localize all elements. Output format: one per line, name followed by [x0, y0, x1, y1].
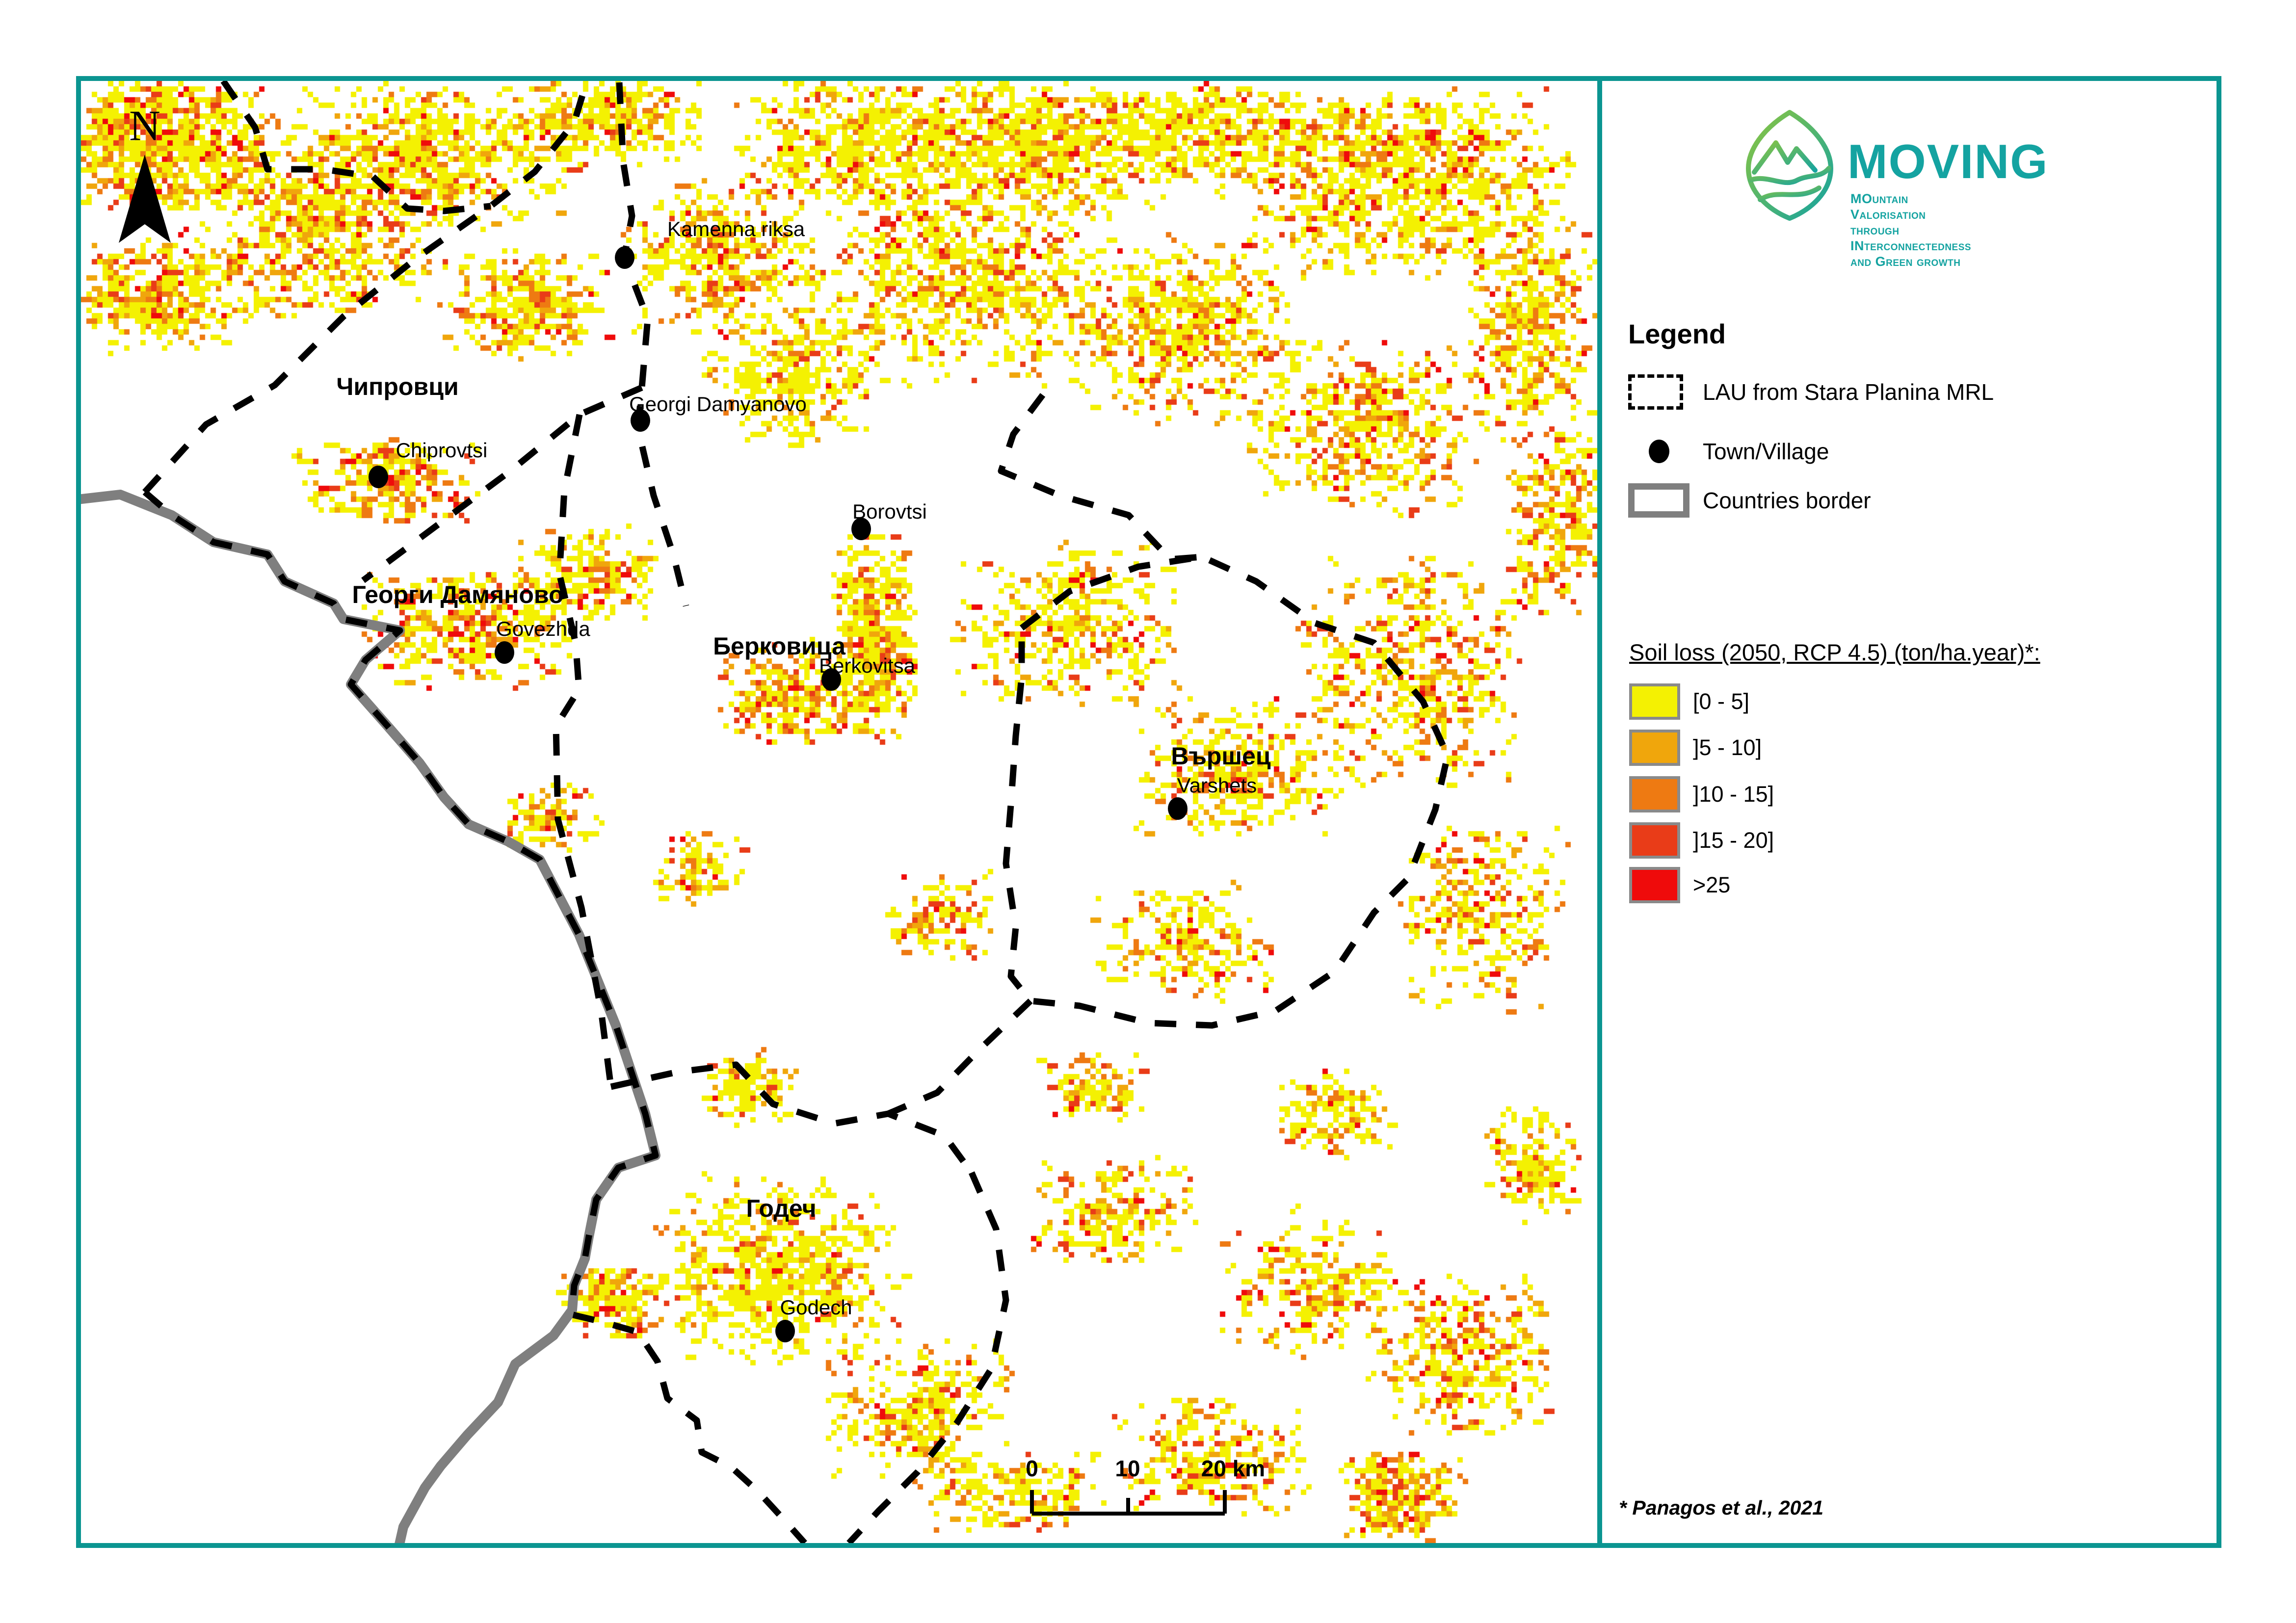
soil-class-row: ]5 - 10]: [1629, 730, 1762, 766]
soil-class-row: [0 - 5]: [1629, 683, 1749, 720]
moving-subtitle-line2: INterconnectedness and Green growth: [1850, 238, 1972, 269]
lau-border-northwest: [142, 81, 590, 495]
north-label: N: [129, 102, 160, 150]
source-footnote: * Panagos et al., 2021: [1619, 1496, 1824, 1519]
map-panel: N 0 10 20 km Чипровци Георги Дамяново Берк…: [76, 76, 1602, 1548]
lau-border-berkovitsa-varshets-link: [887, 998, 1033, 1117]
soil-label-15-20: ]15 - 20]: [1693, 828, 1774, 853]
town-label: Kamenna riksa: [667, 217, 805, 240]
info-panel: MOVING MOuntain Valorisation through INt…: [1597, 76, 2221, 1548]
soil-swatch-15-20: [1629, 822, 1680, 859]
moving-wordmark: MOVING: [1847, 134, 2049, 188]
town-dot: [495, 641, 514, 664]
dashed-rect-icon: [1628, 374, 1703, 410]
lau-border-north-notch: [220, 81, 491, 214]
lau-border-godech-southwest: [572, 1311, 807, 1543]
legend-title: Legend: [1628, 318, 1726, 349]
lau-border-godech-north: [610, 1061, 975, 1175]
legend-row-lau: LAU from Stara Planina MRL: [1628, 374, 1994, 410]
town-dot: [851, 518, 871, 540]
municipality-label: Вършец: [1171, 742, 1271, 770]
lau-border-varshets-north: [998, 393, 1203, 563]
town-dot: [1168, 797, 1188, 820]
soil-swatch-gt25: [1629, 867, 1680, 903]
town-dot: [775, 1320, 795, 1342]
town-dot: [369, 466, 388, 488]
town-dot-icon: [1628, 440, 1703, 463]
soil-class-row: >25: [1629, 867, 1730, 903]
soil-label-5-10: ]5 - 10]: [1693, 735, 1762, 760]
lau-border-gd-berkovitsa: [553, 414, 614, 1087]
north-arrow: N: [96, 91, 194, 255]
town-label: Govezhda: [496, 617, 590, 640]
town-label: Borovtsi: [852, 500, 927, 523]
lau-border-along-country: [142, 490, 659, 1310]
moving-subtitle: MOuntain Valorisation through INterconne…: [1850, 191, 1971, 269]
legend-label-town: Town/Village: [1703, 439, 1829, 464]
town-dot: [631, 409, 650, 432]
country-border-line: [81, 490, 660, 1543]
soil-label-gt25: >25: [1693, 872, 1731, 897]
municipality-label: Берковица: [713, 632, 845, 660]
municipality-label: Годеч: [746, 1195, 817, 1222]
lau-border-godech-east: [846, 1171, 1009, 1543]
town-dot: [615, 246, 634, 269]
moving-logo-leaf-icon: [1746, 110, 1833, 221]
town-label: Georgi Damyanovo: [629, 393, 807, 416]
town-label: Godech: [780, 1296, 852, 1319]
gray-rect-icon: [1628, 483, 1703, 518]
boundaries-overlay: [81, 81, 1451, 1543]
lau-border-chiprovtsi-gd: [361, 385, 643, 583]
map-canvas-area: N 0 10 20 km Чипровци Георги Дамяново Берк…: [81, 81, 1597, 1543]
legend-row-country: Countries border: [1628, 483, 1871, 518]
lau-border-kamenna: [616, 82, 689, 607]
town-label: Chiprovtsi: [396, 439, 488, 462]
town-label: Varshets: [1177, 774, 1257, 797]
lau-border-varshets-loop: [1003, 553, 1451, 1029]
soil-swatch-10-15: [1629, 776, 1680, 812]
soil-label-10-15: ]10 - 15]: [1693, 782, 1774, 807]
legend-label-country: Countries border: [1703, 488, 1871, 513]
soil-loss-legend-title: Soil loss (2050, RCP 4.5) (ton/ha.year)*…: [1629, 639, 2040, 665]
municipality-label: Чипровци: [336, 373, 459, 400]
soil-swatch-0-5: [1629, 683, 1680, 720]
legend-row-town: Town/Village: [1628, 438, 1829, 465]
town-label: Berkovitsa: [818, 654, 916, 677]
north-arrow-icon: [119, 155, 171, 243]
legend-label-lau: LAU from Stara Planina MRL: [1703, 379, 1994, 405]
town-dot: [821, 668, 841, 691]
soil-class-row: ]10 - 15]: [1629, 776, 1774, 812]
moving-subtitle-line1: MOuntain Valorisation through: [1850, 191, 1926, 237]
soil-label-0-5: [0 - 5]: [1693, 689, 1750, 714]
soil-class-row: ]15 - 20]: [1629, 822, 1774, 859]
soil-swatch-5-10: [1629, 730, 1680, 766]
municipality-label: Георги Дамяново: [352, 581, 564, 608]
